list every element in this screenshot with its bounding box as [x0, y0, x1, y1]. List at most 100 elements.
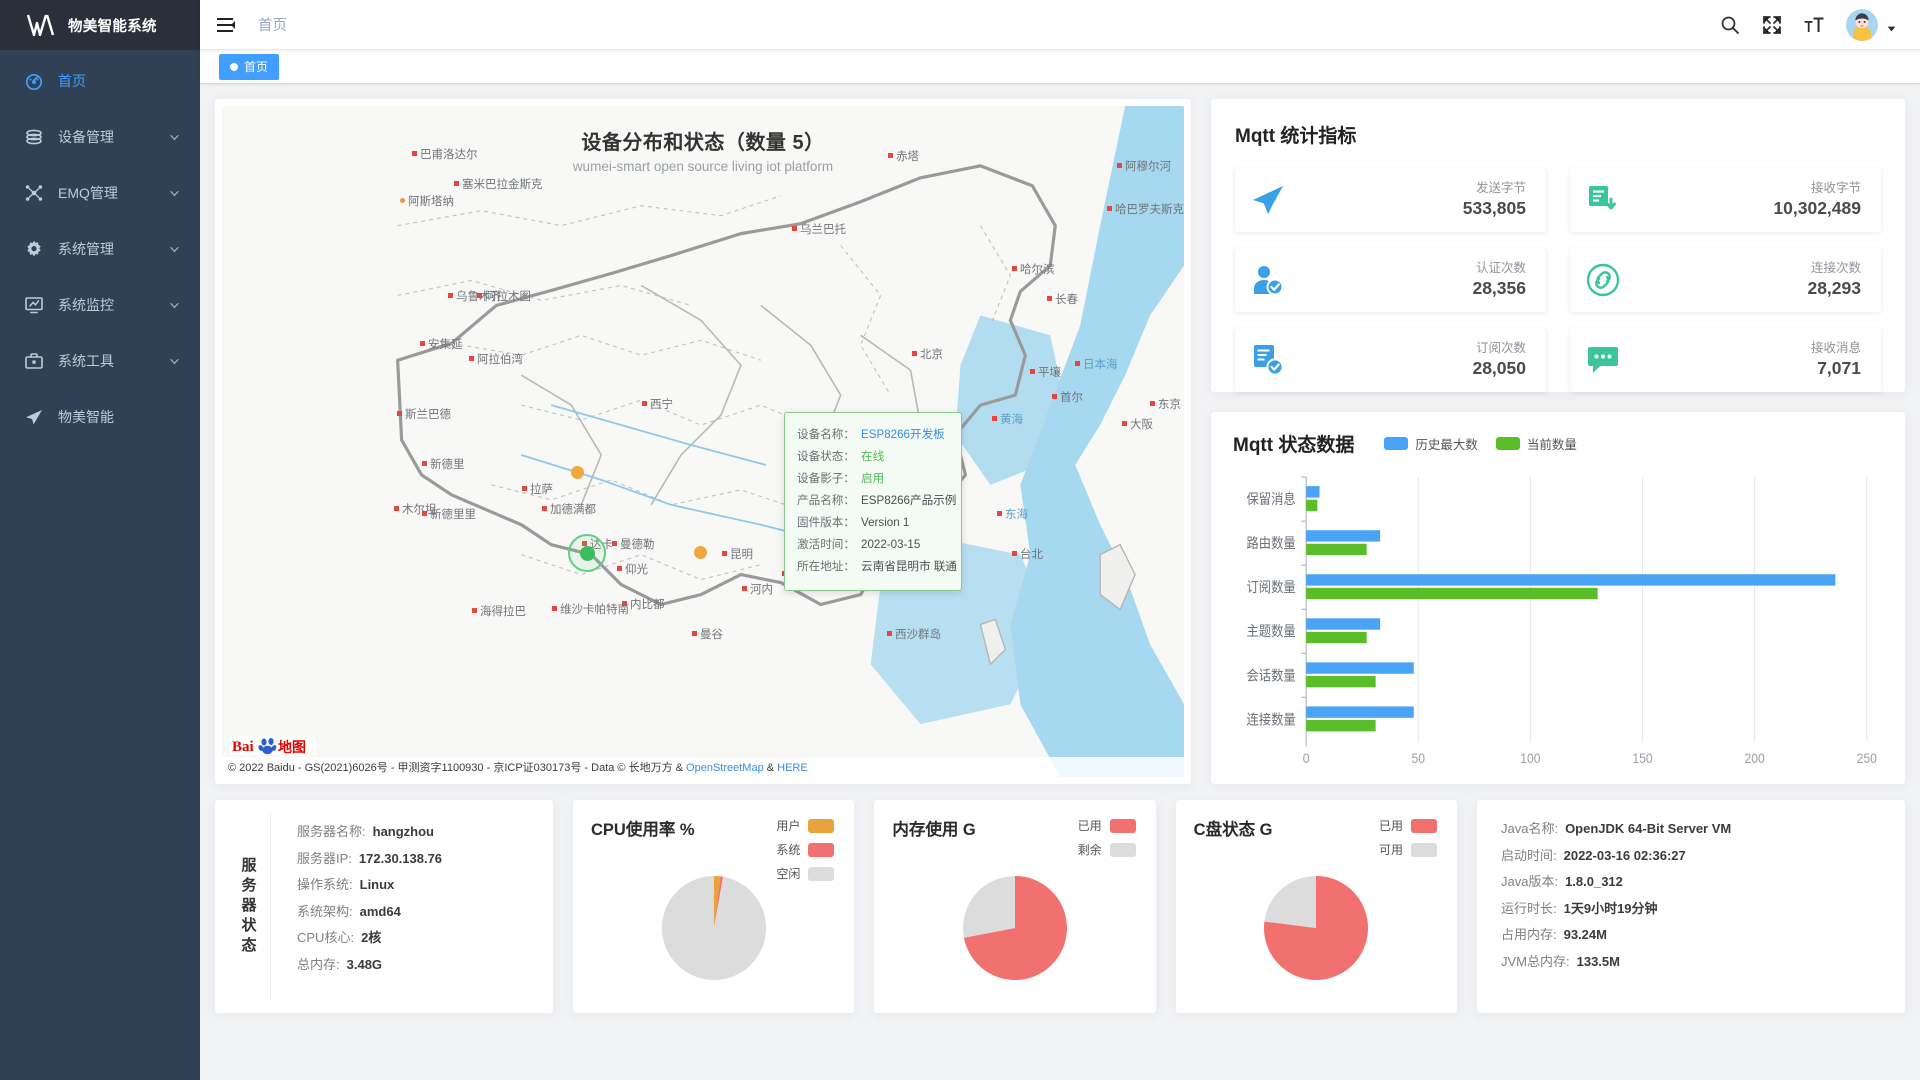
tooltip-row: 固件版本： Version 1: [797, 512, 949, 534]
map-city-label: 乌兰巴托: [792, 221, 846, 237]
tooltip-value: 启用: [861, 472, 885, 485]
map-city-label: 内比都: [622, 596, 665, 612]
disk-status-chart[interactable]: [1176, 852, 1457, 1003]
mqtt-stat-label: 认证次数: [1475, 261, 1526, 275]
svg-text:保留消息: 保留消息: [1247, 490, 1296, 507]
pie-legend-label: 用户: [776, 819, 801, 833]
legend-item[interactable]: 历史最大数: [1384, 434, 1478, 453]
map-background: [222, 106, 1184, 777]
sidebar-item-4[interactable]: 系统监控: [0, 277, 200, 333]
chevron-down-icon[interactable]: [169, 188, 180, 199]
breadcrumb[interactable]: 首页: [258, 18, 287, 34]
pie-legend-item[interactable]: 用户: [776, 817, 835, 834]
pie-legend-item[interactable]: 已用: [1379, 817, 1437, 834]
link-icon: [1586, 263, 1620, 297]
sidebar-item-0[interactable]: 首页: [0, 53, 200, 109]
font-size-icon[interactable]: [1804, 15, 1824, 35]
mqtt-stat-value: 28,050: [1472, 358, 1526, 378]
pie-svg: [1264, 875, 1369, 980]
logo-text: 物美智能系统: [68, 18, 157, 35]
chevron-down-icon[interactable]: [169, 300, 180, 311]
kv-key: JVM总内存:: [1500, 953, 1570, 969]
tooltip-key: 设备影子：: [797, 472, 855, 485]
sidebar-item-label: 系统管理: [58, 241, 114, 257]
tooltip-key: 固件版本：: [797, 516, 855, 529]
legend-item[interactable]: 当前数量: [1495, 434, 1577, 453]
kv-key: 启动时间:: [1500, 847, 1557, 863]
map-city-label: 安集延: [420, 336, 463, 352]
mqtt-stats-title: Mqtt 统计指标: [1235, 126, 1357, 147]
mqtt-stat-card[interactable]: 认证次数 28,356: [1235, 248, 1546, 312]
server-status-row: 服务器名称: hangzhou: [297, 819, 543, 846]
sidebar-item-6[interactable]: 物美智能: [0, 389, 200, 445]
tooltip-key: 设备名称：: [797, 428, 855, 441]
server-status-list: 服务器名称: hangzhou 服务器IP: 172.30.138.76 操作系统: Li…: [271, 814, 543, 999]
mqtt-stat-card[interactable]: 连接次数 28,293: [1570, 248, 1881, 312]
cpu-usage-chart[interactable]: [573, 852, 854, 1003]
kv-value: 93.24M: [1563, 927, 1607, 942]
pie-legend-item[interactable]: 可用: [1379, 841, 1437, 858]
memory-usage-title: 内存使用 G: [892, 821, 976, 839]
user-menu[interactable]: [1846, 8, 1896, 41]
chevron-down-icon[interactable]: [169, 132, 180, 143]
pie-legend-swatch: [1410, 818, 1437, 833]
pie-legend-label: 已用: [1077, 819, 1102, 833]
sidebar-item-label: 系统监控: [58, 297, 114, 313]
sidebar-item-1[interactable]: 设备管理: [0, 109, 200, 165]
mqtt-stat-card[interactable]: 订阅次数 28,050: [1235, 328, 1546, 392]
mqtt-stat-card[interactable]: 接收消息 7,071: [1570, 328, 1881, 392]
map-canvas[interactable]: 设备分布和状态（数量 5） wumei-smart open source li…: [222, 106, 1184, 777]
mqtt-stat-card[interactable]: 发送字节 533,805: [1235, 168, 1546, 232]
memory-usage-chart[interactable]: [874, 852, 1155, 1003]
mqtt-stat-card[interactable]: 接收字节 10,302,489: [1570, 168, 1881, 232]
chevron-down-icon[interactable]: [169, 244, 180, 255]
chart-plot-area: 0 50 100 150 200 250 保留消息 路由数量 订阅数量 主题数量 会话数量 连接数量: [1233, 469, 1883, 774]
logo[interactable]: 物美智能系统: [0, 0, 200, 50]
kv-value: 1天9小时19分钟: [1563, 900, 1658, 916]
device-marker-offline[interactable]: [571, 466, 584, 479]
pie-legend-item[interactable]: 系统: [776, 841, 835, 858]
device-map-card: 设备分布和状态（数量 5） wumei-smart open source li…: [214, 98, 1192, 785]
java-info-row: 启动时间: 2022-03-16 02:36:27: [1501, 843, 1895, 870]
pie-legend-swatch: [1109, 818, 1136, 833]
pie-legend-item[interactable]: 已用: [1078, 817, 1136, 834]
map-attribution: © 2022 Baidu - GS(2021)6026号 - 甲测资字11009…: [222, 757, 1184, 777]
pie-legend-swatch: [808, 866, 835, 881]
chat-icon: [1588, 347, 1618, 373]
kv-key: 运行时长:: [1500, 900, 1557, 916]
map-city-label: 哈巴罗夫斯克（伯力）: [1107, 201, 1184, 217]
device-marker-online[interactable]: [568, 534, 606, 572]
osm-link[interactable]: OpenStreetMap: [686, 762, 764, 774]
map-city-label: 阿拉伯湾: [469, 351, 523, 367]
fullscreen-icon[interactable]: [1762, 15, 1782, 35]
device-marker-offline[interactable]: [694, 546, 707, 559]
pie-legend-item[interactable]: 空闲: [776, 865, 835, 882]
pie-legend-label: 系统: [776, 843, 801, 857]
mqtt-stat-text: 认证次数 28,356: [1472, 260, 1526, 300]
sidebar-item-3[interactable]: 系统管理: [0, 221, 200, 277]
here-link[interactable]: HERE: [777, 762, 808, 774]
device-tooltip: 设备名称： ESP8266开发板 设备状态： 在线 设备影子： 启用 产品名称： ESP826…: [784, 412, 962, 591]
map-city-label: 曼德勒: [612, 536, 655, 552]
server-status-card: 服务器状态 服务器名称: hangzhou 服务器IP: 172.30.138.76 操…: [214, 799, 554, 1014]
java-info-row: 占用内存: 93.24M: [1501, 922, 1895, 949]
search-icon[interactable]: [1720, 15, 1740, 35]
doc-check-icon: [1254, 345, 1284, 376]
kv-value: 2022-03-16 02:36:27: [1563, 847, 1686, 863]
sidebar-item-2[interactable]: EMQ管理: [0, 165, 200, 221]
map-city-label: 阿穆尔河: [1117, 158, 1171, 174]
chevron-down-icon[interactable]: [169, 356, 180, 367]
tab-home[interactable]: 首页: [219, 53, 280, 80]
hamburger-icon[interactable]: [216, 15, 236, 35]
tab-dot-icon: [230, 62, 238, 71]
tooltip-value[interactable]: ESP8266开发板: [861, 428, 945, 441]
mqtt-stat-text: 发送字节 533,805: [1463, 180, 1526, 220]
sidebar-item-5[interactable]: 系统工具: [0, 333, 200, 389]
map-city-label: 哈尔滨: [1012, 261, 1055, 277]
server-status-row: 总内存: 3.48G: [297, 952, 543, 979]
tooltip-key: 产品名称：: [797, 494, 855, 507]
pie-legend-item[interactable]: 剩余: [1078, 841, 1136, 858]
chart-title: Mqtt 状态数据: [1233, 435, 1355, 456]
tooltip-row: 设备影子： 启用: [797, 468, 949, 490]
